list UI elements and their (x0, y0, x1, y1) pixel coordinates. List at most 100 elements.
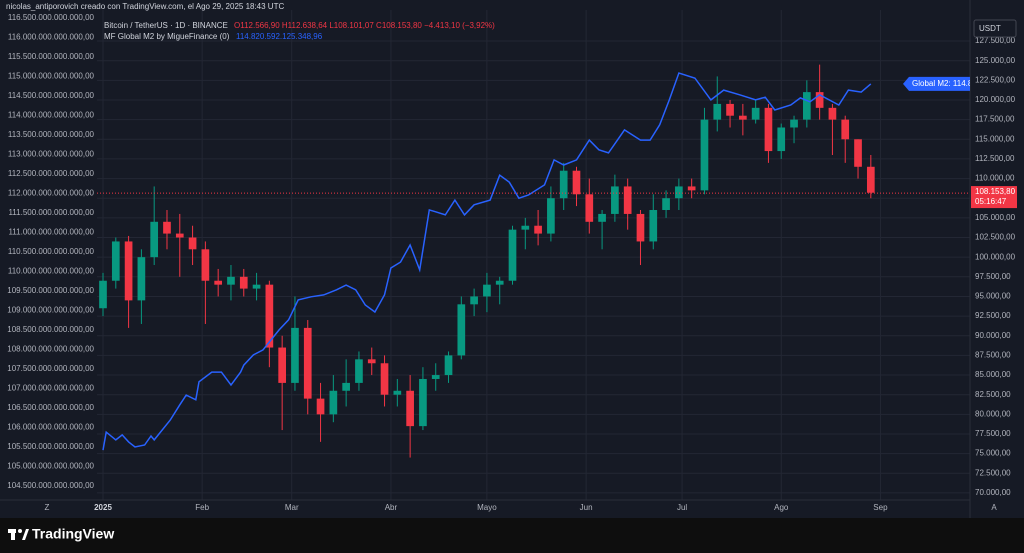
y-tick-label: 114.000.000.000.000,00 (8, 111, 95, 120)
y-tick-label: 104.500.000.000.000,00 (7, 481, 94, 490)
y2-tick-label: 87.500,00 (975, 351, 1011, 360)
candle-body (201, 249, 210, 281)
candle-body (547, 198, 555, 234)
y-tick-label: 110.500.000.000.000,00 (8, 247, 95, 256)
candle-body (675, 186, 683, 199)
y2-tick-label: 90.000,00 (975, 331, 1011, 340)
y-tick-label: 116.000.000.000.000,00 (8, 33, 95, 42)
candle-body (854, 139, 862, 167)
y2-tick-label: 102.500,00 (975, 233, 1016, 242)
candle-body (316, 398, 325, 415)
y-tick-label: 108.000.000.000.000,00 (7, 345, 94, 354)
m2-tag-shape (903, 76, 970, 91)
y2-tick-label: 120.000,00 (975, 95, 1016, 104)
y2-tick-label: 95.000,00 (975, 292, 1011, 301)
y-tick-label: 116.500.000.000.000,00 (8, 13, 95, 22)
candle-body (111, 241, 120, 281)
candle-body (649, 210, 658, 242)
candle-body (611, 186, 619, 214)
y2-tick-label: 110.000,00 (975, 174, 1015, 183)
candle-body (636, 213, 645, 242)
y-tick-label: 107.500.000.000.000,00 (7, 364, 94, 373)
last-price-label: 108.153,80 (975, 187, 1016, 196)
candle-body (163, 221, 171, 234)
currency[interactable]: USDT (979, 24, 1001, 33)
logo-part (11, 529, 15, 540)
candle-body (380, 363, 389, 395)
countdown: 05:16:47 (975, 197, 1007, 206)
attribution: nicolas_antiporovich creado con TradingV… (6, 2, 284, 11)
candle-body (777, 127, 786, 152)
y2-tick-label: 97.500,00 (975, 272, 1011, 281)
candle-body (291, 327, 299, 383)
candle-body (303, 327, 312, 399)
currency-box[interactable] (973, 19, 1017, 38)
candle-body (751, 107, 760, 120)
legend-indicator-value: 114.820.592.125.348,96 (236, 32, 323, 41)
candle-body (227, 276, 235, 285)
candle-body (739, 115, 747, 120)
candle-body (841, 119, 850, 140)
y-tick-label: 111.500.000.000.000,00 (8, 208, 94, 217)
y-tick-label: 107.000.000.000.000,00 (7, 384, 94, 393)
y2-tick-label: 72.500,00 (975, 468, 1011, 477)
candle-body (713, 103, 722, 120)
candle-body (188, 237, 197, 250)
candle-body (764, 107, 773, 152)
candle-body (521, 225, 530, 230)
y-tick-label: 109.000.000.000.000,00 (7, 306, 94, 315)
candle-body (278, 347, 286, 383)
brand-logo (8, 529, 29, 540)
candle-body (866, 166, 875, 193)
candle-body (406, 390, 414, 427)
logo-part (22, 529, 29, 540)
y2-tick-label: 100.000,00 (975, 252, 1016, 261)
candle-body (598, 213, 606, 222)
y-tick-label: 106.500.000.000.000,00 (7, 403, 94, 412)
y2-tick-label: 80.000,00 (975, 409, 1011, 418)
grid (97, 10, 970, 500)
y2-tick-label: 127.500,00 (975, 36, 1016, 45)
candle-body (99, 280, 107, 309)
y2-tick-label: 92.500,00 (975, 311, 1011, 320)
auto-scale-left[interactable]: Z (45, 503, 50, 512)
candle-body (572, 170, 581, 195)
m2-tag-label: Global M2: 114.8 (912, 79, 973, 88)
candle-body (687, 186, 696, 191)
y2-tick-label: 122.500,00 (975, 75, 1016, 84)
x-tick-label: Abr (385, 503, 398, 512)
candle-body (534, 225, 542, 234)
y-tick-label: 105.000.000.000.000,00 (7, 462, 94, 471)
candle-body (508, 229, 517, 281)
candle-body (790, 119, 798, 128)
y2-tick-label: 117.500,00 (975, 115, 1015, 124)
x-tick-label: 2025 (94, 503, 112, 512)
y-tick-label: 112.000.000.000.000,00 (8, 189, 95, 198)
candle-body (495, 280, 504, 285)
candle-body (726, 103, 734, 116)
candle-body (431, 375, 440, 379)
x-tick-label: Mar (285, 503, 299, 512)
plot (97, 64, 970, 458)
x-tick-label: Sep (873, 503, 888, 512)
brand: TradingView (32, 526, 114, 542)
candle-body (802, 92, 811, 120)
candle-body (623, 186, 632, 214)
y-tick-label: 115.500.000.000.000,00 (8, 52, 95, 61)
y2-tick-label: 105.000,00 (975, 213, 1016, 222)
y-tick-label: 111.000.000.000.000,00 (8, 228, 94, 237)
candle-body (444, 355, 453, 376)
candle-body (355, 359, 363, 383)
candle-body (419, 378, 427, 427)
x-tick-label: Feb (195, 503, 209, 512)
y-tick-label: 108.500.000.000.000,00 (7, 325, 94, 334)
y2-tick-label: 75.000,00 (975, 449, 1011, 458)
y2-tick-label: 77.500,00 (975, 429, 1011, 438)
footer (0, 518, 1024, 553)
auto-scale-right[interactable]: A (991, 503, 997, 512)
y2-tick-label: 112.500,00 (975, 154, 1015, 163)
candle-body (329, 390, 338, 415)
candle-body (828, 107, 837, 120)
y2-tick-label: 82.500,00 (975, 390, 1011, 399)
